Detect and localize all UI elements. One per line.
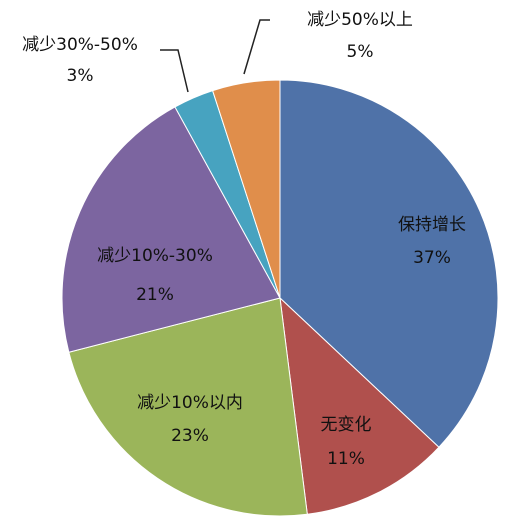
pie-slice (68, 297, 308, 517)
slice-label: 无变化 (321, 415, 372, 435)
value-label: 21% (136, 285, 174, 305)
value-label: 23% (171, 426, 209, 446)
pie-slice (212, 79, 281, 299)
leader-line (243, 19, 270, 75)
value-label: 3% (67, 66, 94, 86)
pie-slice (61, 106, 281, 353)
slice-label: 保持增长 (398, 215, 466, 235)
slice-label: 减少10%-30% (97, 246, 213, 266)
leader-line (160, 49, 189, 93)
pie-slice (279, 79, 499, 448)
slice-label: 减少50%以上 (307, 10, 413, 30)
slice-label: 减少30%-50% (22, 35, 138, 55)
pie-slice (279, 296, 440, 515)
value-label: 37% (413, 248, 451, 268)
value-label: 11% (327, 449, 365, 469)
value-label: 5% (347, 42, 374, 62)
slice-label: 减少10%以内 (137, 393, 243, 413)
